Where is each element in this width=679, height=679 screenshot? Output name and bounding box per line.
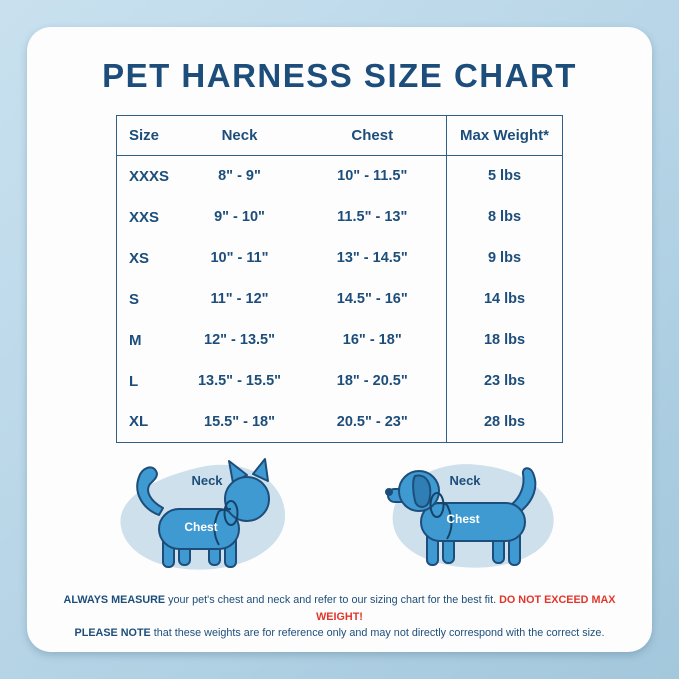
cell-size: XS: [129, 249, 150, 267]
dog-nose: [384, 488, 393, 496]
page-title: PET HARNESS SIZE CHART: [102, 57, 577, 94]
cell-neck: 9" - 10": [214, 209, 265, 225]
cell-chest: 14.5" - 16": [336, 291, 408, 307]
cell-neck: 11" - 12": [210, 291, 269, 307]
cell-chest: 18" - 20.5": [336, 373, 408, 389]
cell-neck: 10" - 11": [210, 250, 269, 266]
footer-warning: DO NOT EXCEED MAX WEIGHT!: [316, 594, 616, 623]
cat-harness-straps: [213, 500, 238, 546]
cell-max-weight: 28 lbs: [446, 401, 563, 443]
size-chart-table: Size Neck Chest Max Weight* XXXS 8" - 9"…: [116, 115, 563, 443]
dog-body: [419, 502, 526, 542]
dog-harness-straps: [429, 492, 452, 540]
footer-always-measure: ALWAYS MEASURE: [63, 594, 166, 606]
dog-ear: [411, 474, 431, 508]
cell-size: XXS: [129, 208, 160, 226]
dog-illustration: Neck Chest: [384, 464, 554, 568]
cell-max-weight: 23 lbs: [446, 360, 563, 402]
table-header-row: Size Neck Chest Max Weight*: [116, 115, 563, 156]
column-header-max-weight: Max Weight*: [446, 115, 563, 156]
cell-size: S: [129, 290, 140, 308]
cat-body: [157, 508, 240, 550]
cat-neck-label: Neck: [191, 473, 223, 488]
cell-size: M: [129, 331, 142, 349]
cat-tail: [135, 466, 164, 516]
table-row: XS 10" - 11" 13" - 14.5" 9 lbs: [117, 237, 563, 279]
cell-chest: 16" - 18": [342, 332, 402, 348]
footer-note-text: that these weights are for reference onl…: [150, 627, 605, 640]
cell-max-weight: 5 lbs: [446, 155, 563, 197]
footer-measure-text: your pet's chest and neck and refer to o…: [165, 594, 500, 606]
column-header-neck: Neck: [180, 115, 299, 156]
cell-size: L: [129, 372, 139, 390]
table-row: L 13.5" - 15.5" 18" - 20.5" 23 lbs: [117, 360, 563, 402]
cat-ear: [251, 458, 269, 482]
cell-max-weight: 14 lbs: [446, 278, 563, 320]
footer-please-note: PLEASE NOTE: [74, 627, 151, 640]
table-row: XXS 9" - 10" 11.5" - 13" 8 lbs: [117, 196, 563, 238]
cell-max-weight: 8 lbs: [446, 196, 563, 238]
cell-max-weight: 18 lbs: [446, 319, 563, 361]
measurement-diagrams: Neck Chest: [27, 451, 652, 586]
cell-chest: 11.5" - 13": [337, 209, 408, 225]
dog-tail: [509, 467, 536, 512]
cell-chest: 10" - 11.5": [337, 168, 408, 185]
size-chart-card: PET HARNESS SIZE CHART Size Neck Chest M…: [27, 27, 652, 652]
cell-max-weight: 9 lbs: [446, 237, 563, 279]
cat-silhouette: [135, 458, 270, 568]
cell-neck: 15.5" - 18": [204, 413, 275, 430]
cat-head: [223, 476, 270, 522]
cell-size: XXXS: [129, 167, 170, 185]
cell-chest: 20.5" - 23": [336, 413, 408, 430]
table-row: M 12" - 13.5" 16" - 18" 18 lbs: [117, 319, 563, 361]
cat-chest-label: Chest: [184, 520, 217, 534]
column-header-size: Size: [116, 115, 181, 156]
dog-measurement-diagram: Neck Chest: [375, 451, 575, 586]
cell-neck: 13.5" - 15.5": [197, 373, 282, 389]
table-row: S 11" - 12" 14.5" - 16" 14 lbs: [117, 278, 563, 320]
cat-measurement-diagram: Neck Chest: [105, 451, 305, 586]
cell-neck: 12" - 13.5": [204, 332, 275, 348]
dog-neck-label: Neck: [449, 473, 481, 488]
table-row: XXXS 8" - 9" 10" - 11.5" 5 lbs: [117, 155, 563, 197]
cell-chest: 13" - 14.5": [336, 250, 408, 266]
table-row: XL 15.5" - 18" 20.5" - 23" 28 lbs: [117, 401, 563, 443]
cell-size: XL: [129, 413, 149, 431]
column-header-chest: Chest: [298, 115, 447, 156]
cell-neck: 8" - 9": [218, 168, 261, 185]
dog-chest-label: Chest: [446, 512, 479, 526]
footer-note: ALWAYS MEASURE your pet's chest and neck…: [52, 592, 628, 642]
cat-illustration: Neck Chest: [119, 458, 285, 570]
